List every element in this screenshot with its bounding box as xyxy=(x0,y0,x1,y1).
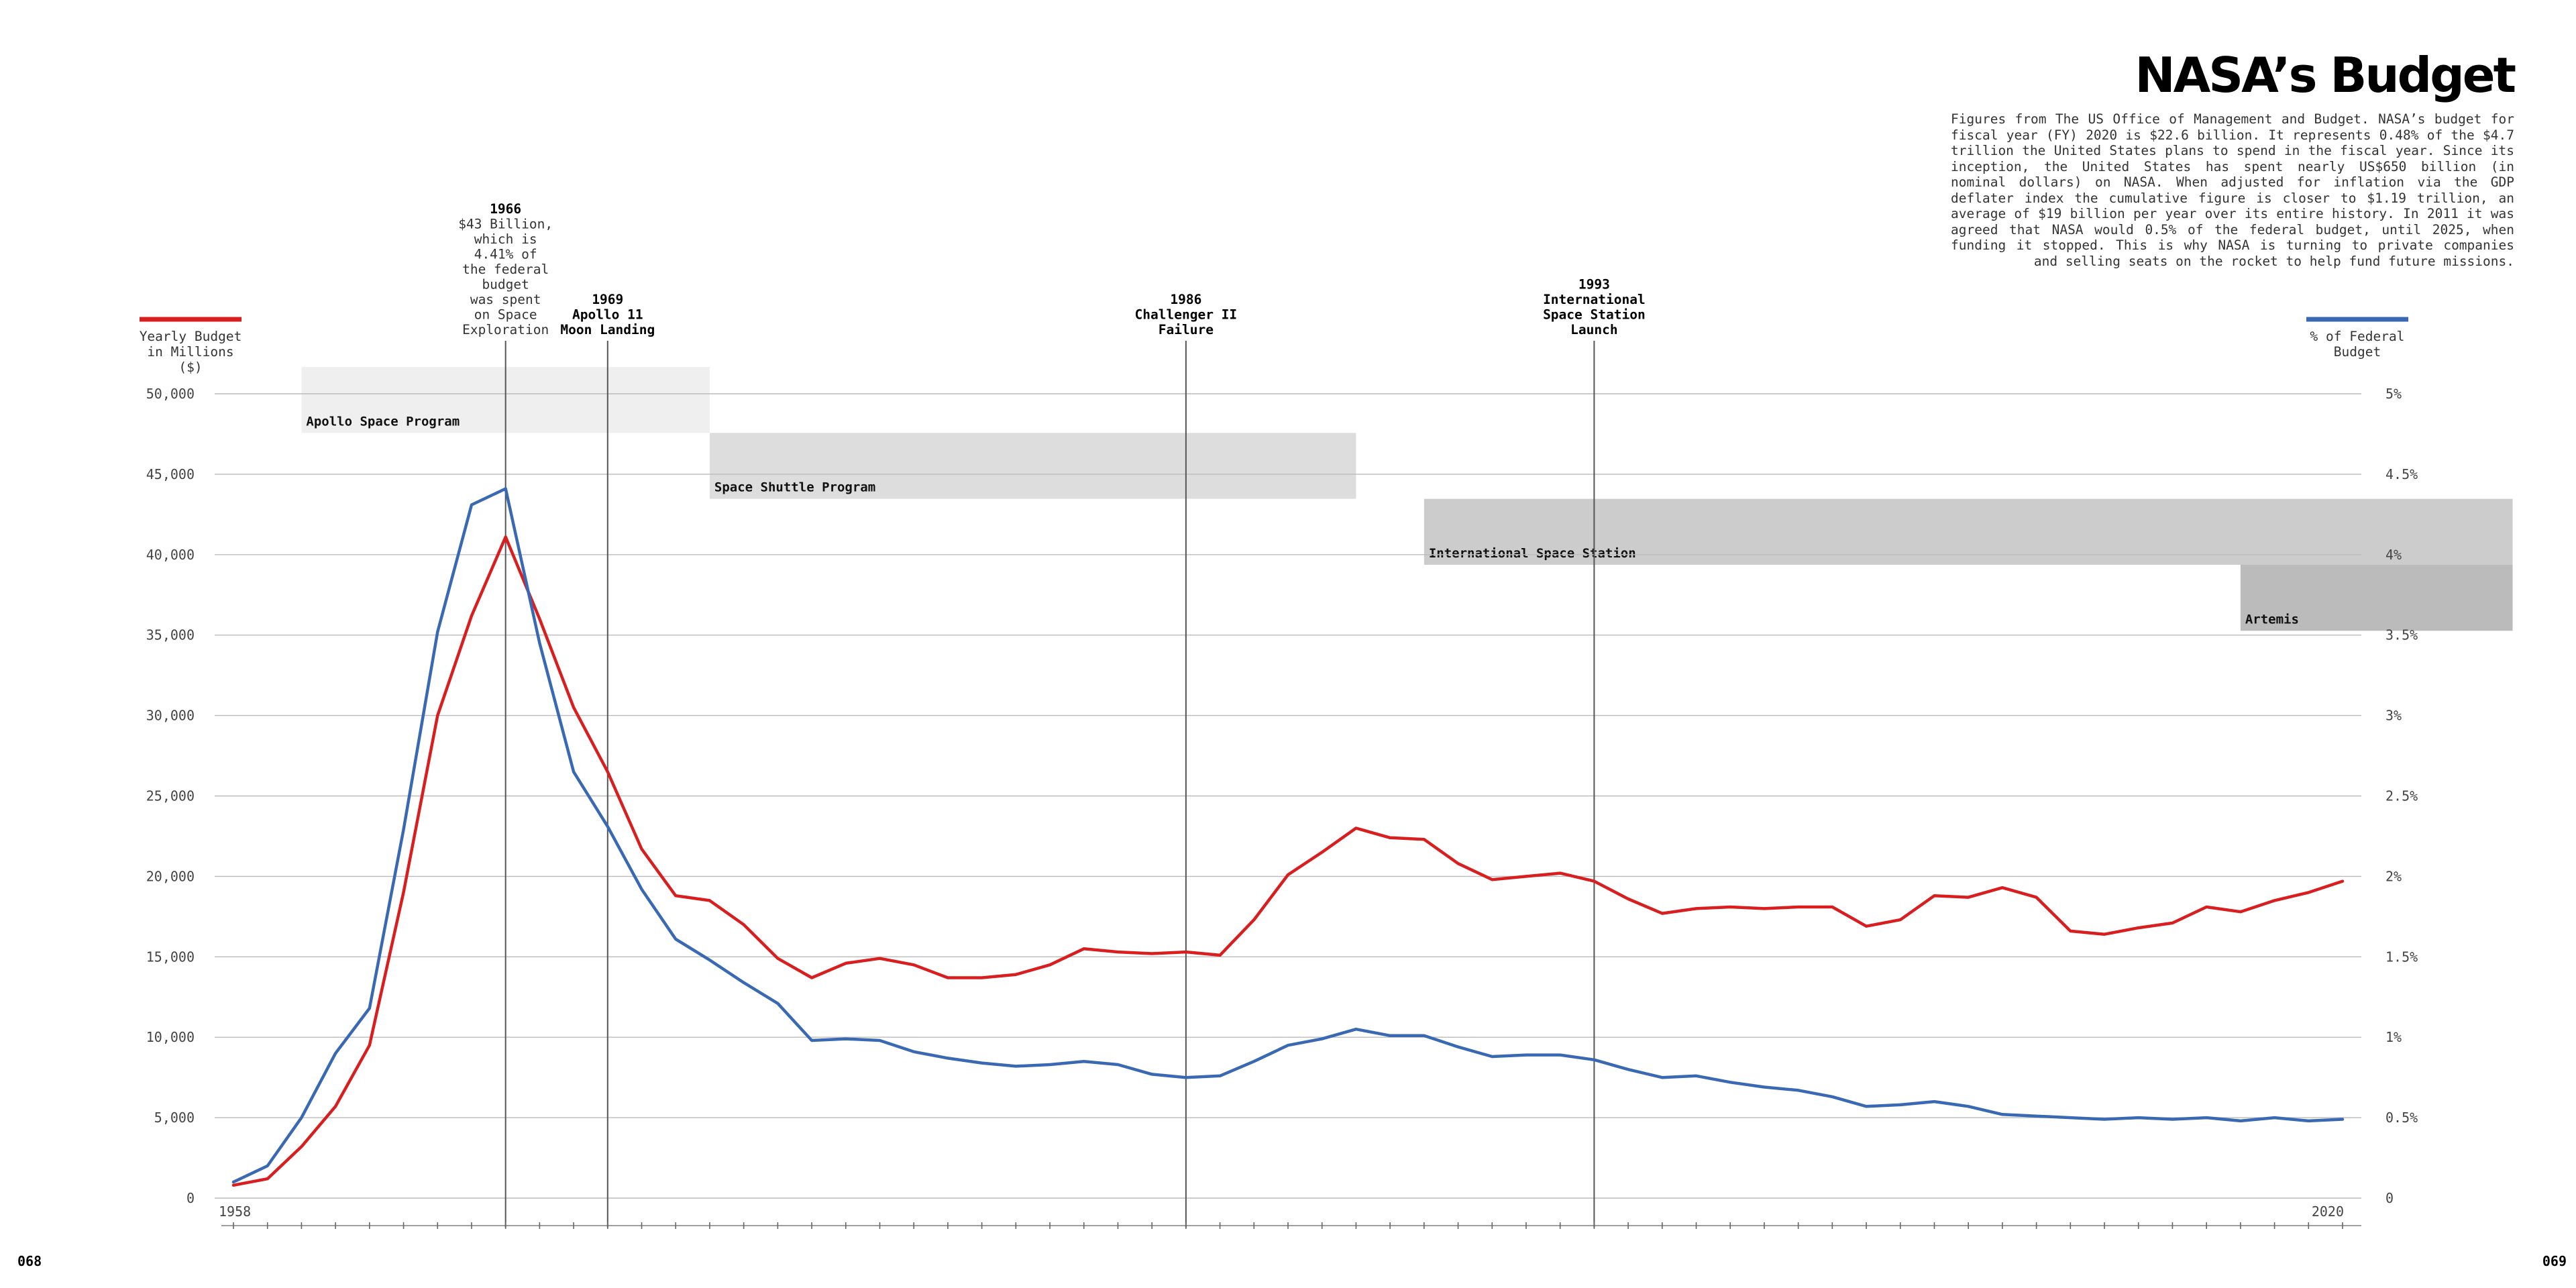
budget-legend-label: Yearly Budget xyxy=(140,329,242,344)
page-title: NASA’s Budget xyxy=(2135,47,2516,103)
event-label: 1969 xyxy=(592,292,623,307)
page-number-left: 068 xyxy=(17,1253,42,1269)
right-tick-label: 4% xyxy=(2385,547,2402,563)
left-tick-label: 30,000 xyxy=(146,708,195,724)
right-tick-label: 3.5% xyxy=(2385,627,2418,643)
left-tick-label: 5,000 xyxy=(154,1110,195,1126)
event-note: the federal xyxy=(462,262,549,277)
event-note: budget xyxy=(482,277,529,292)
program-band xyxy=(1424,498,2513,565)
x-tick-label: 1958 xyxy=(219,1203,251,1220)
right-tick-label: 0.5% xyxy=(2385,1110,2418,1126)
event-label: Moon Landing xyxy=(560,322,655,337)
budget-legend-label: in Millions xyxy=(147,344,233,360)
event-label: Launch xyxy=(1570,322,1617,337)
left-tick-label: 15,000 xyxy=(146,949,195,965)
x-tick-label: 2020 xyxy=(2312,1203,2344,1220)
program-band-label: Space Shuttle Program xyxy=(714,480,875,495)
event-label: Apollo 11 xyxy=(572,307,643,323)
budget-line xyxy=(231,535,2345,1187)
right-tick-label: 5% xyxy=(2385,386,2402,402)
right-tick-label: 2.5% xyxy=(2385,788,2418,804)
event-label: Failure xyxy=(1159,322,1214,337)
event-note: was spent xyxy=(470,292,541,307)
left-tick-label: 40,000 xyxy=(146,547,195,563)
program-band-label: International Space Station xyxy=(1429,546,1636,561)
left-tick-label: 20,000 xyxy=(146,868,195,884)
right-tick-label: 3% xyxy=(2385,708,2402,724)
program-band-label: Artemis xyxy=(2245,612,2299,627)
percent-legend-label: % of Federal xyxy=(2310,329,2405,344)
event-label: 1993 xyxy=(1578,277,1610,292)
event-note: on Space xyxy=(474,307,537,323)
page-number-right: 069 xyxy=(2542,1253,2567,1269)
description-text: Figures from The US Office of Management… xyxy=(1951,111,2514,269)
right-tick-label: 4.5% xyxy=(2385,466,2418,482)
right-tick-label: 0 xyxy=(2385,1190,2394,1206)
budget-legend-label: ($) xyxy=(178,360,202,375)
left-tick-label: 0 xyxy=(186,1190,195,1206)
left-tick-label: 50,000 xyxy=(146,386,195,402)
event-note: $43 Billion, xyxy=(458,217,553,232)
event-label: Challenger II xyxy=(1135,307,1238,323)
event-label: 1966 xyxy=(490,201,521,217)
right-tick-label: 1% xyxy=(2385,1029,2402,1045)
right-axis-ticks: 0 0.5% 1% 1.5% 2% 2.5% 3% 3.5% 4% 4.5% 5% xyxy=(2385,386,2418,1206)
data-series xyxy=(231,487,2345,1187)
program-band xyxy=(709,433,1356,499)
event-note: Exploration xyxy=(462,322,549,337)
left-tick-label: 35,000 xyxy=(146,627,195,643)
right-tick-label: 1.5% xyxy=(2385,949,2418,965)
event-note: 4.41% of xyxy=(474,247,537,262)
event-label: 1986 xyxy=(1170,292,1201,307)
left-tick-label: 45,000 xyxy=(146,466,195,482)
x-axis: 1958 2020 xyxy=(219,1203,2361,1229)
program-bands: Apollo Space Program Space Shuttle Progra… xyxy=(301,367,2513,631)
event-label: Space Station xyxy=(1543,307,1646,323)
left-tick-label: 10,000 xyxy=(146,1029,195,1045)
program-band-label: Apollo Space Program xyxy=(306,414,460,429)
left-axis-ticks: 0 5,000 10,000 15,000 20,000 25,000 30,000 35,0… xyxy=(146,386,195,1206)
right-tick-label: 2% xyxy=(2385,868,2402,884)
percent-federal-line xyxy=(231,487,2345,1184)
left-tick-label: 25,000 xyxy=(146,788,195,804)
program-band xyxy=(2240,564,2513,631)
event-label: International xyxy=(1543,292,1646,307)
event-note: which is xyxy=(474,231,537,247)
percent-legend-label: Budget xyxy=(2334,344,2381,360)
